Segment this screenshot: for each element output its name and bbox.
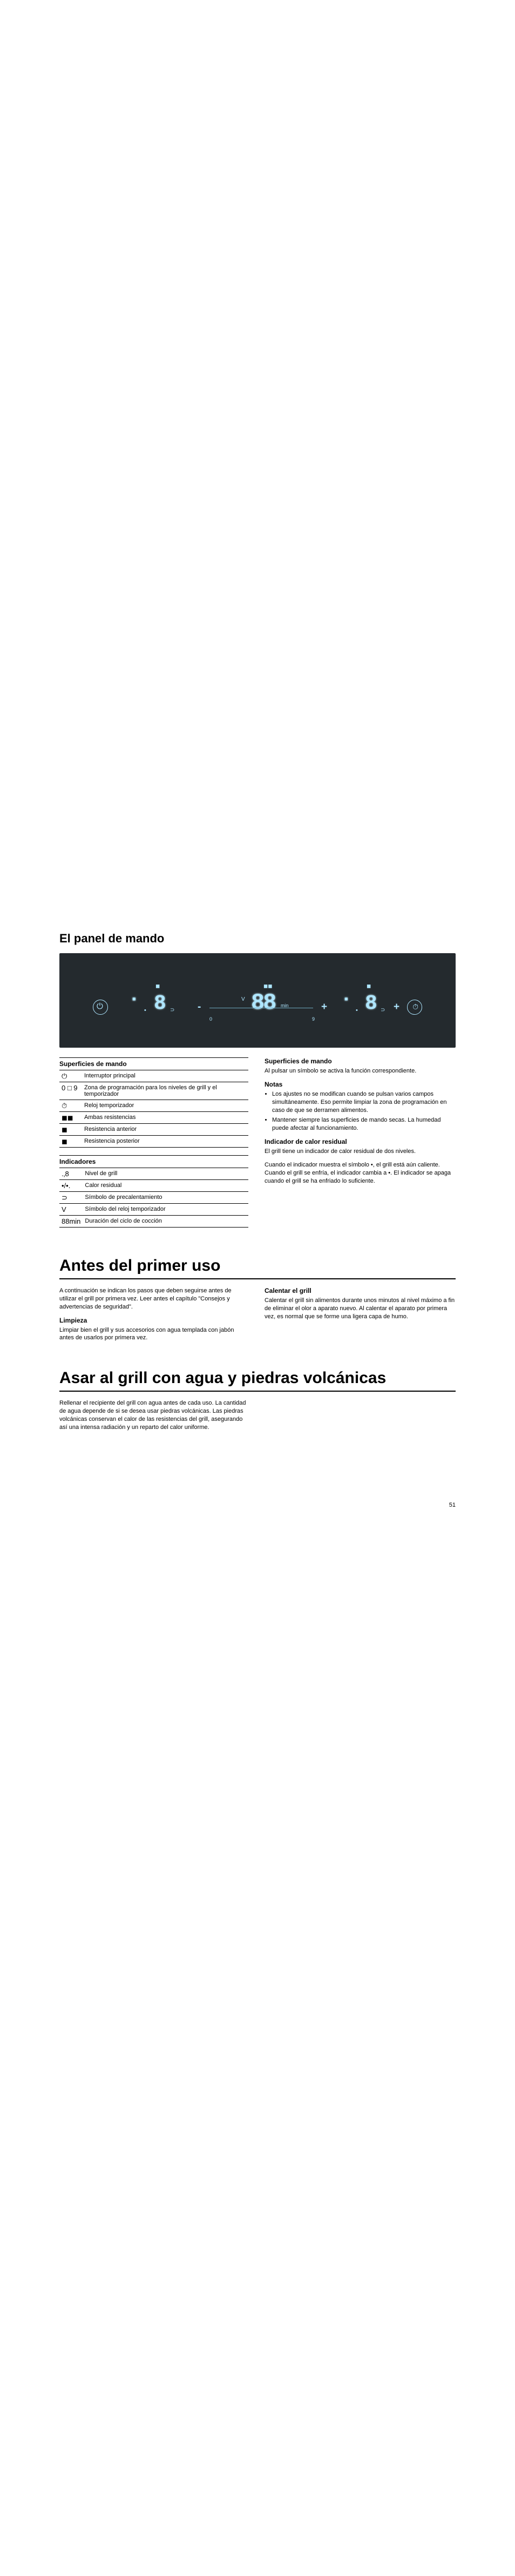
txt: Resistencia anterior xyxy=(82,1124,248,1136)
sym-both: ◼◼ xyxy=(59,1112,82,1124)
sym-residual: •/•. xyxy=(59,1180,83,1192)
v-sym: V xyxy=(241,996,245,1002)
txt: Ambas resistencias xyxy=(82,1112,248,1124)
limpieza-head: Limpieza xyxy=(59,1317,248,1324)
note-2: Mantener siempre las superficies de mand… xyxy=(272,1116,456,1132)
txt: Calor residual xyxy=(83,1180,248,1192)
superficies-head-left: Superficies de mando xyxy=(59,1057,248,1070)
digit-center: 88 xyxy=(251,990,275,1016)
heat-dot: • xyxy=(144,1007,146,1014)
clock-icon: ⏱ xyxy=(412,1002,418,1011)
limpieza-txt: Limpiar bien el grill y sus accesorios c… xyxy=(59,1326,248,1343)
r-p3: Cuando el indicador muestra el símbolo •… xyxy=(265,1161,456,1185)
digit-right: 8 xyxy=(365,992,376,1015)
indicadores-head: Indicadores xyxy=(59,1155,248,1168)
sym-power: ⏻ xyxy=(59,1070,82,1082)
preheat-sym: ⊃ xyxy=(170,1007,174,1013)
rule-1 xyxy=(59,1278,456,1279)
minus-icon: - xyxy=(198,1001,201,1013)
back-indicator: ◼ xyxy=(344,996,348,1001)
preheat-sym-r: ⊃ xyxy=(381,1007,385,1013)
sym-level: .‚8 xyxy=(59,1168,83,1180)
calentar-txt: Calentar el grill sin alimentos durante … xyxy=(265,1297,456,1321)
plus-icon: + xyxy=(321,1001,327,1013)
txt: Interruptor principal xyxy=(82,1070,248,1082)
table-superficies: ⏻Interruptor principal 0 □ 9Zona de prog… xyxy=(59,1070,248,1148)
notas-head: Notas xyxy=(265,1081,456,1088)
r-p2: El grill tiene un indicador de calor res… xyxy=(265,1148,456,1156)
asar-txt: Rellenar el recipiente del grill con agu… xyxy=(59,1399,248,1431)
ind-calor-head: Indicador de calor residual xyxy=(265,1138,456,1145)
front-indicator: ◼ xyxy=(132,996,136,1001)
antes-heading: Antes del primer uso xyxy=(59,1257,456,1275)
power-icon: ⏻ xyxy=(97,1002,103,1011)
asar-heading: Asar al grill con agua y piedras volcáni… xyxy=(59,1369,456,1387)
back-sym-top: ◼ xyxy=(367,983,371,989)
sym-clock: ⏱ xyxy=(59,1100,82,1112)
txt: Reloj temporizador xyxy=(82,1100,248,1112)
superficies-head-right: Superficies de mando xyxy=(265,1057,456,1065)
panel-heading: El panel de mando xyxy=(59,932,456,946)
zone-sym: ◼◼ xyxy=(263,983,273,989)
r-p1: Al pulsar un símbolo se activa la funció… xyxy=(265,1067,456,1075)
sym-timer: V xyxy=(59,1204,83,1216)
control-panel-image: ⏻ ◼ 8 ◼ • ⊃ 88 V min ◼◼ 8 ◼ ◼ • ⊃ - 0 9 … xyxy=(59,953,456,1048)
digit-left: 8 xyxy=(154,992,165,1015)
scale-9: 9 xyxy=(312,1016,315,1022)
txt: Zona de programación para los niveles de… xyxy=(82,1082,248,1100)
notes-list: Los ajustes no se modifican cuando se pu… xyxy=(265,1090,456,1132)
sym-dur: 88min xyxy=(59,1216,83,1228)
sym-zone: 0 □ 9 xyxy=(59,1082,82,1100)
heat-dot-r: • xyxy=(356,1007,358,1014)
txt: Símbolo de precalentamiento xyxy=(83,1192,248,1204)
antes-intro: A continuación se indican los pasos que … xyxy=(59,1287,248,1311)
page-number: 51 xyxy=(0,1502,515,1541)
note-1: Los ajustes no se modifican cuando se pu… xyxy=(272,1090,456,1115)
txt: Símbolo del reloj temporizador xyxy=(83,1204,248,1216)
table-indicadores: .‚8Nivel de grill •/•.Calor residual ⊃Sí… xyxy=(59,1168,248,1228)
plus-icon-r: + xyxy=(394,1001,399,1013)
rule-2 xyxy=(59,1391,456,1392)
scale-bar xyxy=(209,1006,313,1008)
txt: Nivel de grill xyxy=(83,1168,248,1180)
front-sym-top: ◼ xyxy=(155,983,160,989)
txt: Resistencia posterior xyxy=(82,1136,248,1148)
scale-0: 0 xyxy=(209,1016,212,1022)
sym-front: ◼ xyxy=(59,1124,82,1136)
sym-back: ◼ xyxy=(59,1136,82,1148)
txt: Duración del ciclo de cocción xyxy=(83,1216,248,1228)
calentar-head: Calentar el grill xyxy=(265,1287,456,1294)
sym-preheat: ⊃ xyxy=(59,1192,83,1204)
